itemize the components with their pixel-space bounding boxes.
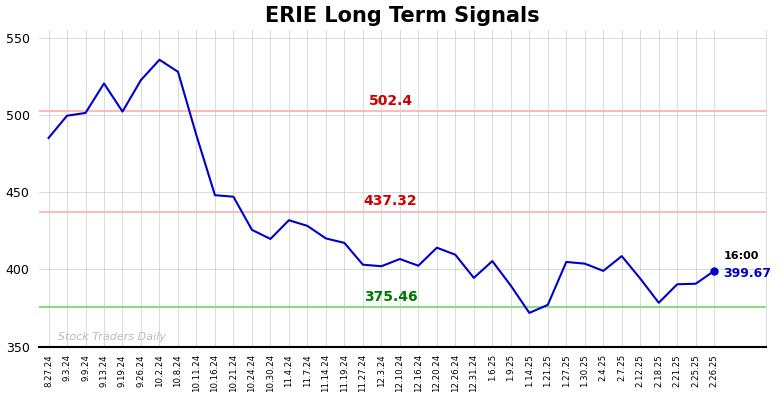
Text: 502.4: 502.4 bbox=[368, 94, 412, 108]
Text: 16:00: 16:00 bbox=[724, 250, 759, 261]
Title: ERIE Long Term Signals: ERIE Long Term Signals bbox=[265, 6, 540, 25]
Text: 437.32: 437.32 bbox=[364, 195, 417, 209]
Text: Stock Traders Daily: Stock Traders Daily bbox=[58, 332, 165, 342]
Text: 399.67: 399.67 bbox=[724, 267, 771, 280]
Text: 375.46: 375.46 bbox=[364, 290, 417, 304]
